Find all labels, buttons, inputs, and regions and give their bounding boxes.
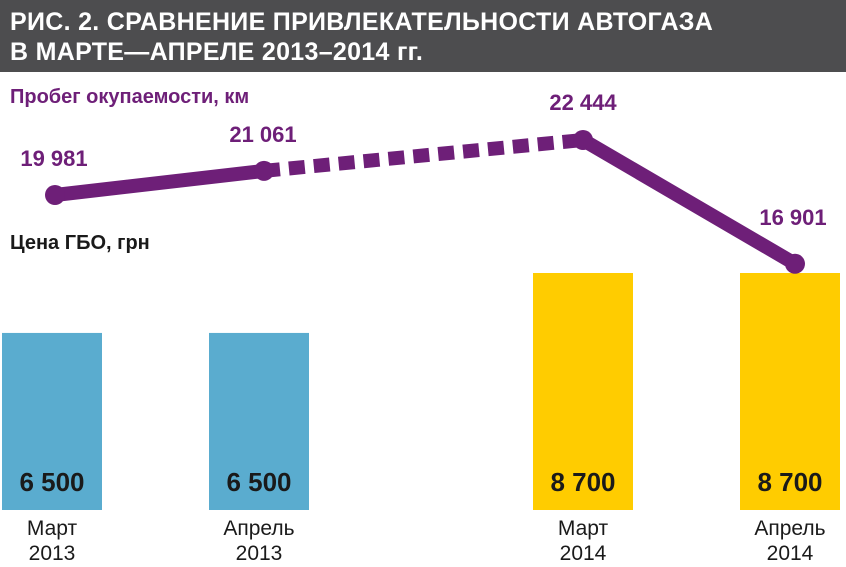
mileage-point-4 (785, 253, 805, 274)
bar-value-label-1: 6 500 (19, 467, 84, 497)
category-year-label-2: 2013 (236, 542, 283, 565)
mileage-line-segment-2 (263, 133, 584, 178)
chart-title-line-1: РИС. 2. СРАВНЕНИЕ ПРИВЛЕКАТЕЛЬНОСТИ АВТО… (10, 8, 714, 36)
price-series-label: Цена ГБО, грн (10, 232, 150, 254)
bar-value-label-3: 8 700 (550, 467, 615, 497)
mileage-point-1 (45, 185, 65, 205)
category-year-label-4: 2014 (767, 542, 814, 565)
mileage-point-2 (254, 160, 274, 181)
category-month-label-4: Апрель (754, 517, 825, 540)
mileage-value-label-4: 16 901 (759, 205, 826, 230)
bar-price-3 (533, 273, 633, 510)
category-month-label-3: Март (558, 517, 609, 540)
mileage-value-label-1: 19 981 (20, 146, 87, 171)
mileage-value-label-3: 22 444 (549, 90, 617, 115)
category-month-label-1: Март (27, 517, 78, 540)
mileage-line-segment-3 (576, 133, 802, 271)
chart-title-bar: РИС. 2. СРАВНЕНИЕ ПРИВЛЕКАТЕЛЬНОСТИ АВТО… (0, 0, 846, 72)
bar-price-2 (209, 332, 309, 510)
bar-price-4 (740, 273, 840, 510)
mileage-line-segment-1 (48, 163, 271, 202)
category-month-label-2: Апрель (223, 517, 294, 540)
mileage-series-label: Пробег окупаемости, км (10, 86, 250, 108)
category-year-label-1: 2013 (29, 542, 76, 565)
bar-price-1 (2, 332, 102, 510)
bar-value-label-4: 8 700 (757, 467, 822, 497)
chart-title-line-2: В МАРТЕ—АПРЕЛЕ 2013–2014 гг. (10, 38, 424, 66)
mileage-point-3 (573, 130, 593, 150)
bar-value-label-2: 6 500 (226, 467, 291, 497)
category-year-label-3: 2014 (560, 542, 607, 565)
mileage-value-label-2: 21 061 (229, 122, 296, 147)
